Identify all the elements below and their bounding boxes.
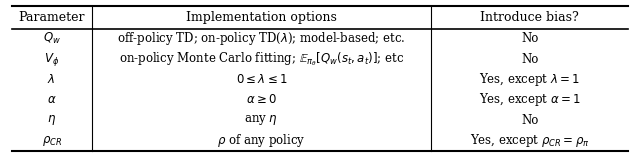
Text: on-policy Monte Carlo fitting; $\mathbb{E}_{\pi_\theta}[Q_w(s_t,a_t)]$; etc: on-policy Monte Carlo fitting; $\mathbb{…: [119, 50, 404, 68]
Text: off-policy TD; on-policy TD($\lambda$); model-based; etc.: off-policy TD; on-policy TD($\lambda$); …: [117, 30, 406, 47]
Text: Yes, except $\lambda = 1$: Yes, except $\lambda = 1$: [479, 71, 580, 88]
Text: Yes, except $\rho_{CR} = \rho_\pi$: Yes, except $\rho_{CR} = \rho_\pi$: [470, 132, 589, 149]
Text: $\alpha$: $\alpha$: [47, 93, 56, 106]
Text: No: No: [521, 53, 538, 66]
Text: $\eta$: $\eta$: [47, 113, 56, 127]
Text: any $\eta$: any $\eta$: [244, 113, 278, 127]
Text: $\rho_{CR}$: $\rho_{CR}$: [42, 134, 61, 148]
Text: No: No: [521, 114, 538, 127]
Text: No: No: [521, 32, 538, 45]
Text: Yes, except $\alpha = 1$: Yes, except $\alpha = 1$: [479, 91, 580, 108]
Text: $\lambda$: $\lambda$: [47, 73, 56, 86]
Text: $0 \leq \lambda \leq 1$: $0 \leq \lambda \leq 1$: [236, 73, 287, 86]
Text: Introduce bias?: Introduce bias?: [481, 11, 579, 24]
Text: $\alpha \geq 0$: $\alpha \geq 0$: [246, 93, 276, 106]
Text: Implementation options: Implementation options: [186, 11, 337, 24]
Text: $Q_w$: $Q_w$: [43, 31, 61, 46]
Text: $\rho$ of any policy: $\rho$ of any policy: [217, 132, 306, 149]
Text: Parameter: Parameter: [19, 11, 85, 24]
Text: $V_\phi$: $V_\phi$: [44, 51, 60, 68]
